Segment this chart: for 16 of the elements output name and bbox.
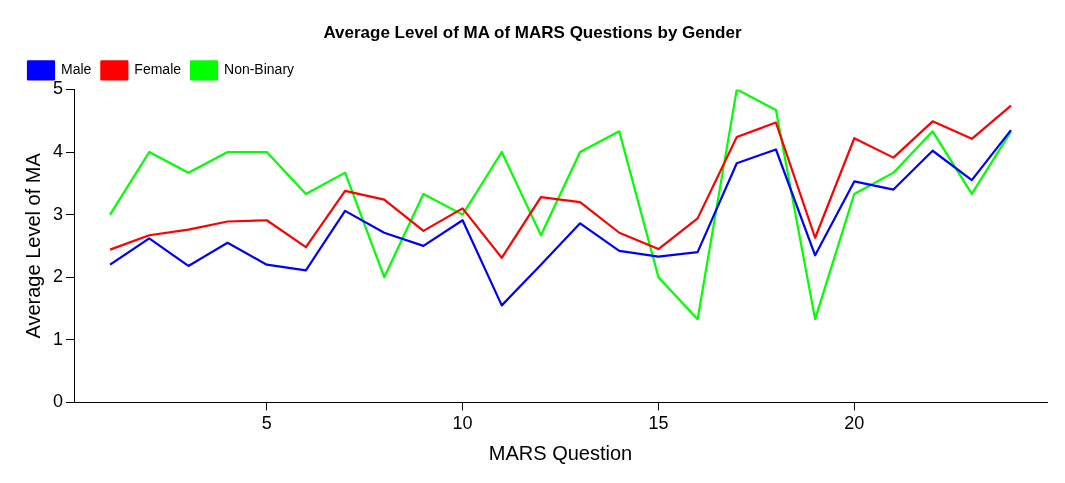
chart-title: Average Level of MA of MARS Questions by Gender [323,22,742,42]
y-tick-label: 1 [53,328,64,349]
x-tick-label: 10 [452,413,473,434]
y-tick-label: 0 [53,391,64,412]
y-tick-label: 4 [53,140,64,161]
y-axis-title: Average Level of MA [21,152,44,339]
y-tick-label: 2 [53,266,64,287]
legend-label: Non-Binary [224,61,295,78]
x-tick-label: 5 [261,413,272,434]
legend-label: Female [134,61,182,78]
x-tick-label: 15 [648,413,669,434]
x-tick-label: 20 [844,413,865,434]
y-tick-label: 3 [53,203,64,224]
legend-label: Male [61,61,92,78]
y-tick-label: 5 [53,78,64,99]
x-axis-title: MARS Question [488,441,633,464]
